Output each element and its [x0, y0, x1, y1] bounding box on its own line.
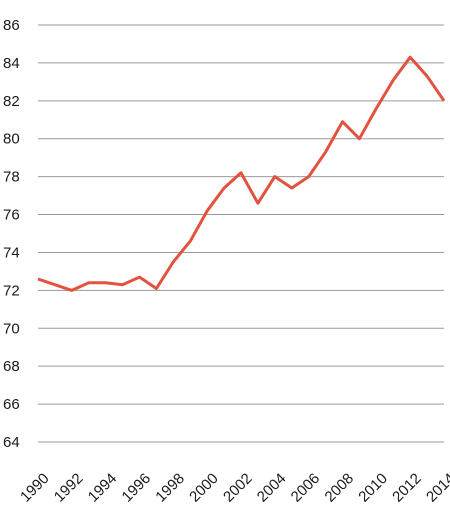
- y-tick-label: 78: [3, 169, 20, 186]
- series-line: [37, 55, 446, 292]
- y-tick-label: 66: [3, 396, 20, 413]
- x-tick-label: 1996: [119, 470, 155, 506]
- y-tick-label: 80: [3, 131, 20, 148]
- x-axis-tick-labels: 1990199219941996199820002002200420062008…: [17, 470, 450, 506]
- y-tick-label: 76: [3, 207, 20, 224]
- x-tick-label: 2000: [186, 470, 222, 506]
- y-tick-label: 70: [3, 320, 20, 337]
- x-tick-label: 1998: [152, 470, 188, 506]
- y-tick-label: 84: [3, 55, 20, 72]
- y-tick-label: 68: [3, 358, 20, 375]
- series-group: [37, 55, 446, 292]
- x-tick-label: 2010: [355, 470, 391, 506]
- y-axis-tick-labels: 64 66 68 70 72 74 76 78 80 82 84 86: [3, 17, 20, 451]
- x-tick-label: 2012: [389, 470, 425, 506]
- gridlines: [38, 24, 444, 443]
- y-tick-label: 72: [3, 282, 20, 299]
- y-tick-label: 64: [3, 434, 20, 451]
- x-tick-label: 2006: [288, 470, 324, 506]
- y-tick-label: 74: [3, 244, 20, 261]
- x-tick-label: 1994: [85, 470, 121, 506]
- x-tick-label: 2002: [220, 470, 256, 506]
- x-tick-label: 2008: [322, 470, 358, 506]
- x-tick-label: 2014: [423, 470, 450, 506]
- x-tick-label: 1992: [51, 470, 87, 506]
- x-tick-label: 2004: [254, 470, 290, 506]
- x-tick-label: 1990: [17, 470, 53, 506]
- y-tick-label: 82: [3, 93, 20, 110]
- y-tick-label: 86: [3, 17, 20, 34]
